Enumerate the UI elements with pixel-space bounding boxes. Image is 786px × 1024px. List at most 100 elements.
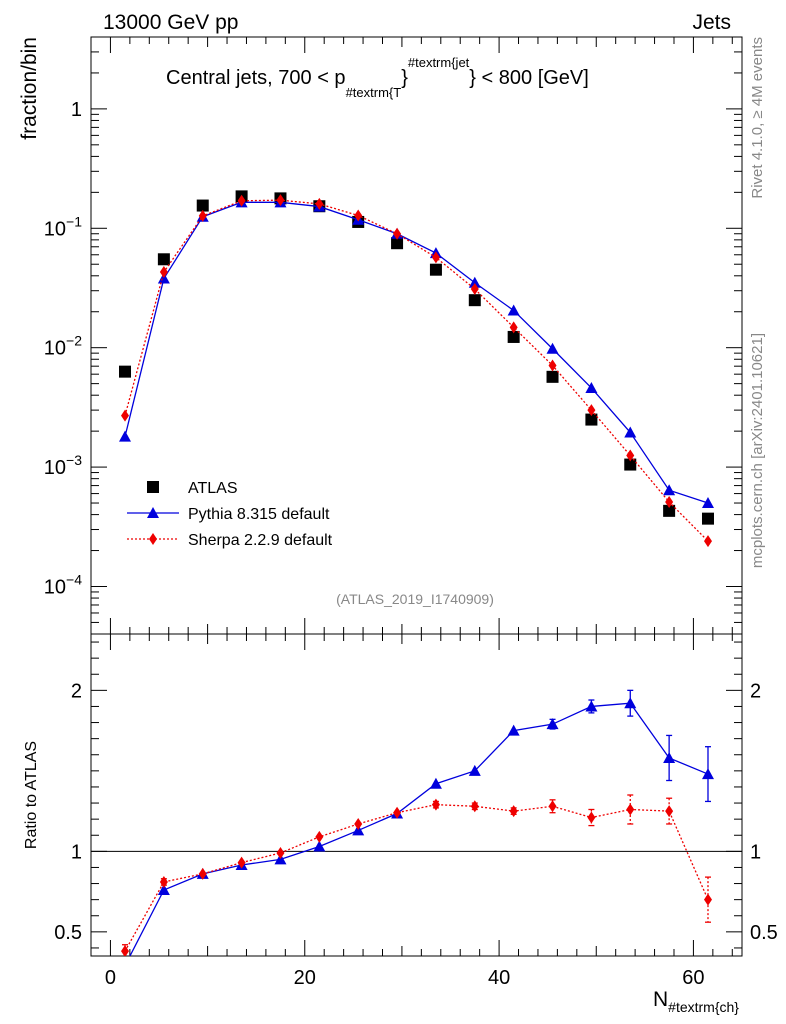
main-series-group [119,190,714,548]
sherpa-ratio-line [124,804,709,952]
pythia-ratio-point [157,883,170,895]
pythia-ratio-point [585,700,598,712]
pythia-line [124,201,709,504]
y-tick-label: 10−3 [44,452,82,479]
legend-label-pythia: Pythia 8.315 default [188,506,330,523]
main-y-axis-label: fraction/bin [18,37,41,140]
pythia-ratio-point [119,960,131,971]
y-tick-label: 1 [71,99,82,121]
sherpa-ratio-point [509,805,518,818]
legend-marker-atlas [147,481,159,493]
main-data [119,190,714,548]
sherpa-ratio-point [703,893,712,906]
x-axis-label: N#textrm{ch} [653,988,739,1015]
sherpa-point [237,194,246,207]
main-x-ticks [109,37,733,634]
ratio-tick-label: 0.5 [750,922,778,944]
sherpa-ratio-point [548,800,557,813]
ratio-tick-label: 1 [71,841,82,863]
sherpa-point [626,449,635,462]
sherpa-ratio-point [276,846,285,859]
ratio-series-group [119,689,714,971]
sherpa-point [354,209,363,222]
atlas-point [391,237,404,250]
pythia-point [585,381,598,393]
pythia-ratio-point [624,697,637,709]
pythia-ratio-point [507,724,520,736]
pythia-ratio-point [546,718,559,730]
x-tick-label: 60 [682,967,704,989]
sherpa-line [124,199,709,542]
main-y-ticks: 1 10−1 10−2 10−3 10−4 [44,36,742,635]
sherpa-point [276,194,285,207]
chart-title: Central jets, 700 < p#textrm{T}#textrm{j… [166,55,589,100]
atlas-point [196,199,209,212]
sherpa-ratio-point [354,817,363,830]
pythia-point [701,497,714,509]
sherpa-point [665,496,674,509]
ratio-tick-label: 2 [71,680,82,702]
ratio-tick-label: 0.5 [54,922,82,944]
legend-label-atlas: ATLAS [188,480,238,497]
ratio-data [119,689,714,971]
atlas-point [468,294,481,307]
sherpa-point [121,409,130,422]
sherpa-point [159,266,168,279]
sherpa-point [548,359,557,372]
sherpa-ratio-point [393,806,402,819]
legend-label-sherpa: Sherpa 2.2.9 default [188,532,333,549]
atlas-point [507,330,520,343]
ratio-tick-label: 1 [750,841,761,863]
atlas-point [701,512,714,525]
atlas-point [429,263,442,276]
sherpa-ratio-point [315,830,324,843]
sherpa-point [509,321,518,334]
sherpa-ratio-point [665,805,674,818]
ratio-frame [90,633,743,957]
y-tick-label: 10−4 [44,571,82,598]
sherpa-ratio-point [198,867,207,880]
main-panel: 1 10−1 10−2 10−3 10−4 Central jets, 700 < p#… [18,36,743,635]
pythia-point [468,276,481,288]
side-label-version: Rivet 4.1.0, ≥ 4M events [749,37,766,199]
pythia-point [119,430,132,442]
pythia-point [507,304,520,316]
legend-marker-sherpa [149,533,157,545]
header-left: 13000 GeV pp [103,11,238,34]
atlas-point [546,370,559,383]
pythia-ratio-point [701,768,714,780]
atlas-point [157,253,170,266]
legend-marker-pythia [147,507,159,518]
atlas-point [585,413,598,426]
y-tick-label: 10−1 [44,213,82,240]
ratio-tick-label: 2 [750,680,761,702]
legend-item-pythia: Pythia 8.315 default [127,506,330,523]
side-label-site: mcplots.cern.ch [arXiv:2401.10621] [749,333,766,568]
sherpa-ratio-point [121,945,130,956]
sherpa-ratio-point [587,811,596,824]
pythia-ratio-point [663,751,676,763]
pythia-point [546,342,559,354]
sherpa-ratio-point [431,798,440,811]
x-tick-label: 0 [105,967,116,989]
atlas-point [663,504,676,517]
x-tick-label: 20 [294,967,316,989]
pythia-ratio-line [129,702,709,956]
pythia-ratio-point [468,764,481,776]
atlas-point [119,365,132,378]
ratio-x-ticks: 0 20 40 60 [105,634,733,989]
sherpa-ratio-point [626,803,635,816]
sherpa-ratio-point [470,800,479,813]
ratio-y-axis-label: Ratio to ATLAS [23,741,40,849]
sherpa-ratio-point [159,875,168,888]
header-right: Jets [692,11,731,34]
legend-item-atlas: ATLAS [147,480,238,497]
sherpa-point [470,283,479,296]
pythia-point [624,426,637,438]
sherpa-point [703,535,712,548]
pythia-ratio-point [313,840,326,852]
atlas-point [624,458,637,471]
ratio-panel: 0.5 0.5 1 1 2 2 0 20 40 60 Ratio to ATLAS [23,633,778,989]
legend: ATLAS Pythia 8.315 default Sherpa 2.2.9 de… [127,480,333,549]
sherpa-point [393,227,402,240]
